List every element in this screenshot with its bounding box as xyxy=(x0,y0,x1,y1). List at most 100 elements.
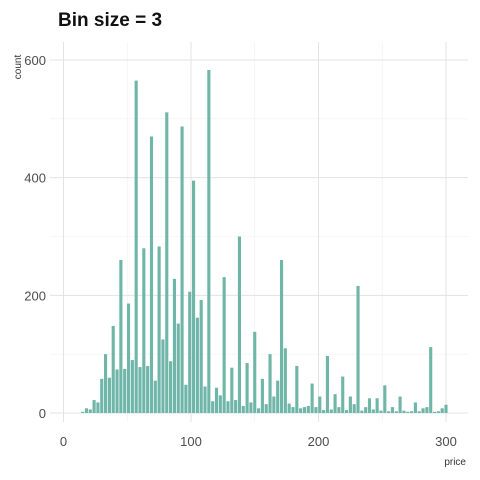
histogram-bar xyxy=(214,387,219,413)
histogram-bar xyxy=(421,408,425,413)
histogram-bar xyxy=(81,411,85,413)
x-tick-label: 200 xyxy=(308,434,330,449)
histogram-bar xyxy=(279,260,284,413)
histogram-bar xyxy=(406,411,410,413)
histogram-bar xyxy=(268,354,272,413)
histogram-bar xyxy=(126,303,131,413)
histogram-bar xyxy=(398,396,402,413)
histogram-bar xyxy=(176,323,180,413)
histogram-bar xyxy=(383,385,387,413)
histogram-bar xyxy=(188,291,192,413)
histogram-bar xyxy=(199,300,203,413)
chart-title: Bin size = 3 xyxy=(58,10,163,31)
histogram-bar xyxy=(257,408,261,413)
histogram-bar xyxy=(123,368,127,413)
histogram-bar xyxy=(226,401,230,413)
histogram-bar xyxy=(314,407,318,413)
histogram-bar xyxy=(180,126,184,414)
y-tick-label: 0 xyxy=(39,406,46,421)
histogram-bar xyxy=(111,325,115,413)
histogram-bar xyxy=(402,410,406,413)
histogram-bar xyxy=(333,394,337,413)
x-axis-title: price xyxy=(444,457,466,468)
histogram-bar xyxy=(417,411,421,413)
histogram-bar xyxy=(310,383,314,413)
histogram-bar xyxy=(230,367,234,413)
histogram-bar xyxy=(394,411,398,413)
histogram-bar xyxy=(142,248,146,413)
y-tick-label: 200 xyxy=(24,288,46,303)
histogram-bar xyxy=(153,380,157,413)
x-tick-label: 0 xyxy=(60,434,67,449)
histogram-bar xyxy=(318,396,322,413)
histogram-bar xyxy=(440,408,444,413)
histogram-bar xyxy=(184,384,188,413)
histogram-bar xyxy=(234,400,238,413)
histogram-bar xyxy=(299,408,303,413)
histogram-bar xyxy=(364,407,368,413)
histogram-bar xyxy=(245,362,249,413)
histogram-bar xyxy=(390,407,395,413)
histogram-bar xyxy=(104,354,108,413)
histogram-bar xyxy=(96,402,100,413)
histogram-bar xyxy=(222,277,226,413)
histogram-bar xyxy=(348,396,352,413)
x-axis-ticks: 0 100 200 300 xyxy=(60,434,457,449)
histogram-bar xyxy=(146,365,150,413)
histogram-bar xyxy=(283,348,287,413)
histogram-bar xyxy=(203,386,207,413)
histogram-bar xyxy=(371,409,375,413)
histogram-bar xyxy=(134,80,138,413)
histogram-bar xyxy=(356,285,360,413)
y-tick-label: 600 xyxy=(24,53,46,68)
histogram-bar xyxy=(115,369,119,413)
histogram-bar xyxy=(329,409,333,413)
x-tick-label: 300 xyxy=(435,434,457,449)
histogram-bar xyxy=(413,402,417,413)
histogram-bar xyxy=(249,402,253,413)
histogram-bar xyxy=(237,236,242,413)
histogram-bar xyxy=(444,404,448,413)
y-tick-label: 400 xyxy=(24,171,46,186)
histogram-bar xyxy=(149,136,154,413)
x-tick-label: 100 xyxy=(180,434,202,449)
histogram-bar xyxy=(367,398,372,413)
y-axis-ticks: 0 200 400 600 xyxy=(24,53,46,421)
histogram-bar xyxy=(322,410,326,413)
histogram-bar xyxy=(379,410,383,413)
histogram-bar xyxy=(344,410,349,413)
histogram-bar xyxy=(195,317,199,413)
histogram-bar xyxy=(165,112,169,413)
histogram-bar xyxy=(306,405,310,413)
histogram-bar xyxy=(191,180,196,413)
histogram-bar xyxy=(207,70,211,414)
histogram-bar xyxy=(360,410,364,413)
histogram-bar xyxy=(130,360,134,413)
histogram-bar xyxy=(157,246,161,413)
histogram-bar xyxy=(253,331,257,413)
histogram-bar xyxy=(172,278,176,413)
histogram-bar xyxy=(88,409,92,413)
histogram-bar xyxy=(352,404,356,413)
histogram-bar xyxy=(260,378,264,413)
histogram-bar xyxy=(138,367,142,413)
histogram-bar xyxy=(100,378,104,413)
histogram-bar xyxy=(84,408,89,413)
histogram-bar xyxy=(107,377,111,413)
histogram-bar xyxy=(295,365,299,413)
histogram-bar xyxy=(287,403,291,413)
histogram-bar xyxy=(436,411,440,413)
histogram-bar xyxy=(161,339,165,413)
histogram-bar xyxy=(291,407,295,413)
histogram-bar xyxy=(337,407,341,413)
histogram-bar xyxy=(276,380,280,413)
histogram-bar xyxy=(241,405,245,413)
histogram-bars xyxy=(81,70,448,414)
histogram-bar xyxy=(272,396,276,413)
histogram-bar xyxy=(264,404,268,413)
histogram-bar xyxy=(425,407,429,413)
histogram-bar xyxy=(325,355,329,413)
histogram-bar xyxy=(218,395,222,413)
histogram-bar xyxy=(169,361,173,413)
histogram-bar xyxy=(302,407,307,413)
